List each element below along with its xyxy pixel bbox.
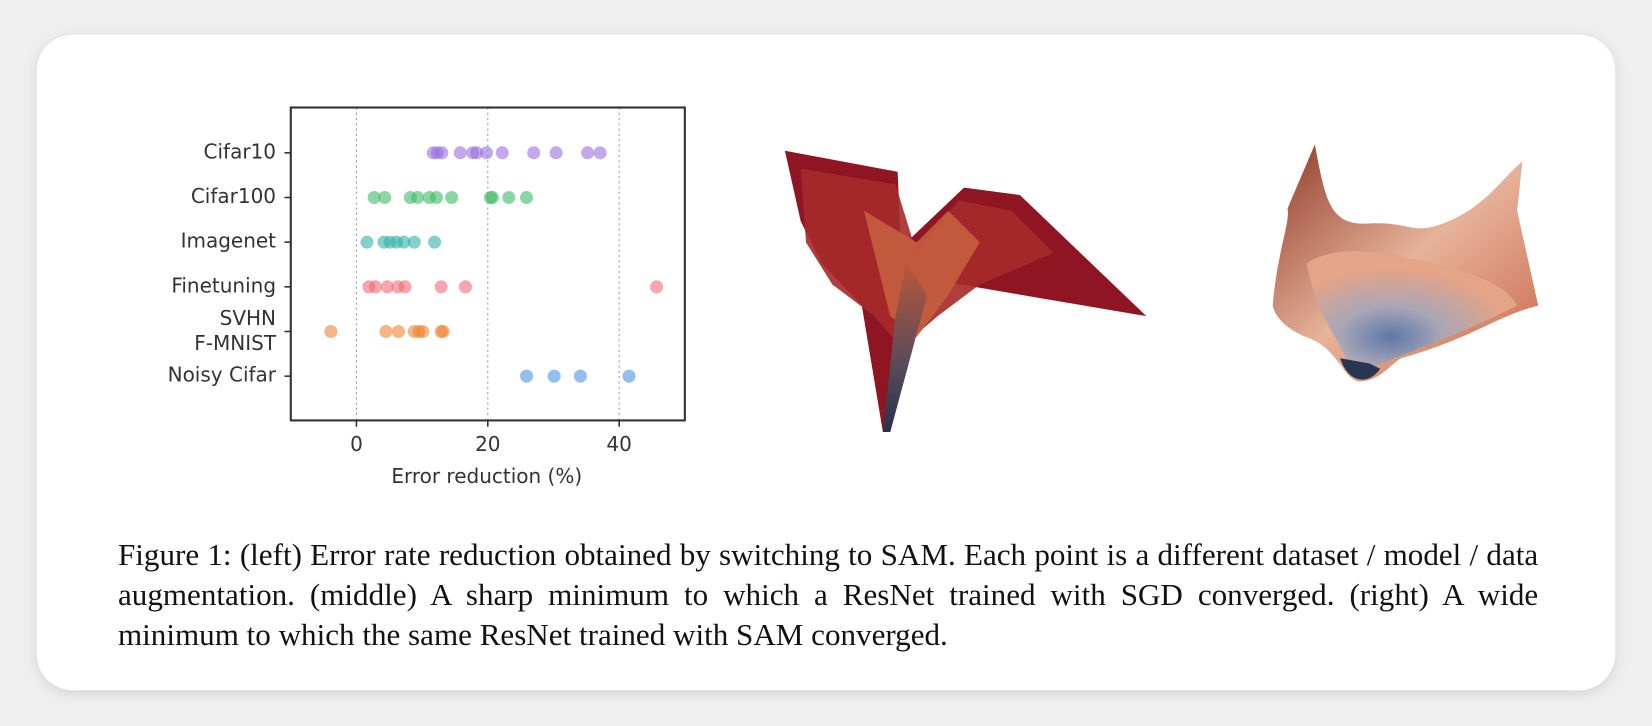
point [397, 235, 411, 249]
y-tick-label-line: SVHN [220, 305, 276, 329]
sharp-minimum-surface [784, 150, 1147, 433]
point [520, 190, 534, 205]
point [485, 190, 499, 205]
point [650, 280, 664, 294]
point [360, 235, 374, 249]
point [502, 190, 516, 205]
point [380, 280, 394, 294]
point [593, 146, 607, 160]
point [436, 324, 450, 339]
x-axis-label: Error reduction (%) [391, 464, 582, 488]
y-tick-label: SVHN F-MNIST [194, 305, 277, 354]
y-tick-label: Cifar100 [191, 184, 276, 208]
point [434, 280, 448, 294]
point [367, 190, 381, 205]
point [378, 190, 392, 205]
point [445, 190, 459, 205]
y-tick-label: Cifar10 [204, 139, 277, 163]
axes-frame [289, 106, 686, 422]
point [379, 324, 393, 339]
point [547, 369, 561, 383]
caption-box: Figure 1: (left) Error rate reduction ob… [118, 538, 1539, 653]
y-tick-label: Noisy Cifar [168, 363, 277, 387]
point [520, 369, 534, 383]
x-tick-label: 0 [350, 432, 363, 456]
point [430, 190, 444, 205]
point [527, 146, 541, 160]
wide-minimum-surface [1272, 144, 1539, 382]
point [391, 324, 406, 339]
point [573, 369, 587, 383]
point [407, 235, 421, 249]
point [324, 324, 338, 339]
x-tick-label: 20 [475, 432, 500, 456]
point [453, 146, 467, 160]
caption: Figure 1: (left) Error rate reduction ob… [118, 538, 1539, 653]
x-tick-label: 40 [606, 432, 631, 456]
point [411, 190, 425, 205]
point [398, 280, 412, 294]
y-tick-label-line: F-MNIST [194, 331, 277, 355]
point [479, 146, 494, 160]
point [368, 280, 383, 294]
point [495, 146, 509, 160]
y-tick-label: Finetuning [171, 273, 276, 297]
strip-chart: Error reduction (%) 0 20 40 Cifar10 Cifar100… [168, 106, 686, 488]
point [581, 146, 595, 160]
point [435, 146, 449, 160]
y-tick-label: Imagenet [181, 229, 277, 253]
point [470, 146, 484, 160]
point [622, 369, 636, 383]
point [416, 324, 430, 339]
point [549, 146, 563, 160]
point [428, 235, 442, 249]
point [458, 280, 473, 294]
